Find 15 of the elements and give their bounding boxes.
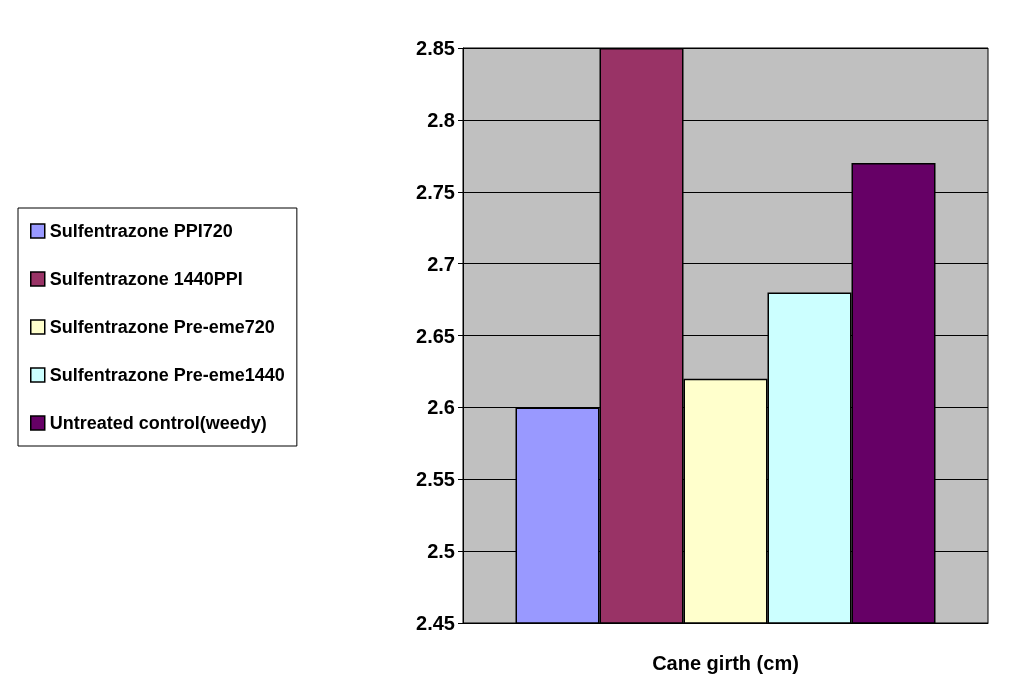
y-tick-label: 2.75 [416, 180, 455, 203]
y-tick-label: 2.55 [416, 468, 455, 491]
y-tick-label: 2.7 [427, 252, 455, 275]
legend-label: Sulfentrazone PPI720 [49, 221, 233, 241]
legend-label: Sulfentrazone 1440PPI [49, 269, 243, 289]
legend-label: Sulfentrazone Pre-eme720 [49, 317, 275, 337]
y-tick-label: 2.5 [427, 540, 455, 563]
y-tick-label: 2.45 [416, 612, 455, 634]
y-tick-label: 2.85 [416, 37, 455, 59]
x-axis-title: Cane girth (cm) [652, 652, 799, 674]
y-tick-label: 2.65 [416, 324, 455, 347]
legend-label: Untreated control(weedy) [49, 413, 267, 433]
legend-label: Sulfentrazone Pre-eme1440 [49, 365, 285, 385]
y-tick-label: 2.6 [427, 396, 455, 419]
y-tick-label: 2.8 [427, 108, 455, 131]
